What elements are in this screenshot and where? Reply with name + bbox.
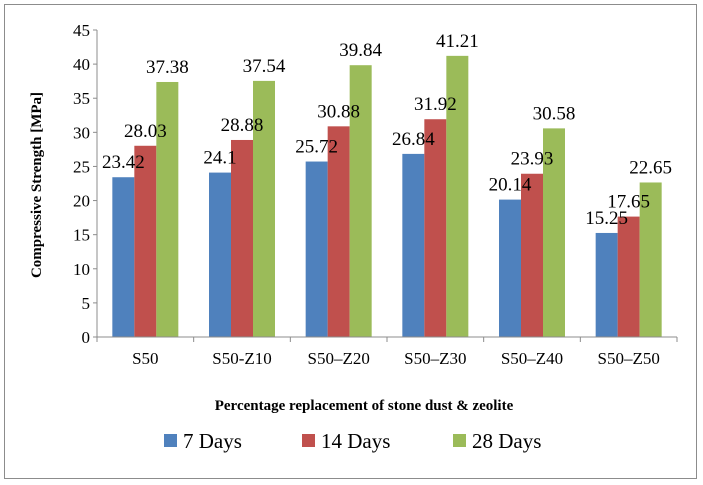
data-label: 24.1 [203,148,236,169]
bar [402,153,425,337]
bar [499,199,521,337]
y-tick-label: 10 [73,260,90,279]
bar [595,232,618,337]
x-axis-title: Percentage replacement of stone dust & z… [215,398,514,414]
x-tick-label: S50-Z10 [212,349,272,368]
data-label: 39.84 [339,40,382,61]
bar [521,173,543,337]
bars [112,55,662,338]
bar [231,139,253,337]
data-labels: 23.42 24.1 25.72 26.84 20.14 15.25 28.03 28.88 3… [102,31,672,229]
data-label: 23.42 [102,152,145,173]
bar [617,216,640,337]
data-label: 22.65 [629,157,672,178]
y-tick-label: 20 [73,192,90,211]
legend-swatch [302,434,315,447]
data-label: 37.54 [243,56,286,77]
bar [156,81,179,337]
bar [639,182,662,337]
bar [209,172,231,337]
y-tick-label: 15 [73,226,90,245]
x-tick-label: S50 [132,349,158,368]
bar [253,80,275,338]
y-tick-label: 45 [73,21,90,40]
x-tick-label: S50–Z20 [307,349,369,368]
y-axis-title: Compressive Strength [MPa] [29,92,45,278]
data-label: 28.03 [124,121,167,142]
data-label: 26.84 [392,129,435,150]
bar [349,65,372,337]
x-tick-label: S50–Z40 [501,349,563,368]
y-axis-ticks: 0 5 10 15 20 25 30 35 40 45 [73,21,97,347]
legend-label: 28 Days [472,429,541,453]
y-tick-label: 40 [73,55,90,74]
y-tick-label: 30 [73,123,90,142]
data-label: 25.72 [295,137,338,158]
legend-label: 7 Days [183,429,242,453]
y-tick-label: 5 [82,294,91,313]
x-tick-label: S50–Z50 [597,349,659,368]
data-label: 37.38 [146,57,189,78]
data-label: 20.14 [489,175,532,196]
bar [305,161,328,337]
bar [446,55,469,337]
data-label: 41.21 [436,31,479,52]
bar [543,128,565,337]
data-label: 28.88 [221,115,264,136]
x-axis-ticks: S50 S50-Z10 S50–Z20 S50–Z30 S50–Z40 S50–Z50 [96,337,678,368]
bar [112,177,135,337]
x-tick-label: S50–Z30 [404,349,466,368]
bar [424,119,447,337]
y-tick-label: 0 [82,328,91,347]
legend: 7 Days 14 Days 28 Days [164,429,541,453]
data-label: 15.25 [585,208,628,229]
bar [134,145,157,337]
legend-label: 14 Days [321,429,390,453]
data-label: 17.65 [607,192,650,213]
y-tick-label: 35 [73,89,90,108]
bar [327,126,350,338]
data-label: 30.58 [533,103,576,124]
legend-swatch [453,434,466,447]
data-label: 23.93 [511,149,554,170]
data-label: 31.92 [414,94,457,115]
data-label: 30.88 [317,101,360,122]
y-tick-label: 25 [73,157,90,176]
legend-swatch [164,434,177,447]
